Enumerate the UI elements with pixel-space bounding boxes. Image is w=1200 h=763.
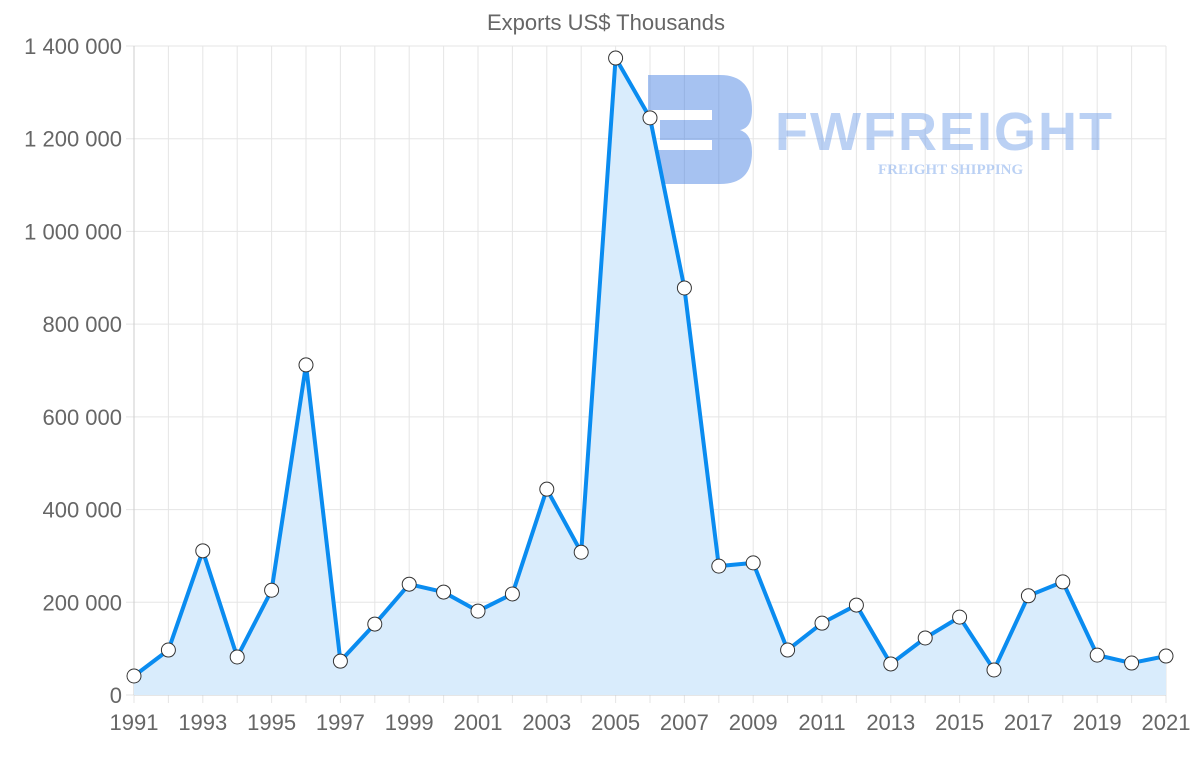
y-tick-label: 1 000 000 xyxy=(24,219,122,244)
data-point-2009[interactable] xyxy=(745,555,761,571)
data-point-2012[interactable] xyxy=(848,597,864,613)
x-tick-label: 1991 xyxy=(110,710,159,735)
data-point-2003[interactable] xyxy=(539,481,555,497)
x-tick-label: 1993 xyxy=(178,710,227,735)
data-point-2002[interactable] xyxy=(504,586,520,602)
data-point-2017[interactable] xyxy=(1020,588,1036,604)
data-point-2006[interactable] xyxy=(642,110,658,126)
data-point-2019[interactable] xyxy=(1089,647,1105,663)
x-tick-label: 1999 xyxy=(385,710,434,735)
data-point-2007[interactable] xyxy=(676,280,692,296)
x-tick-label: 1995 xyxy=(247,710,296,735)
x-tick-label: 2015 xyxy=(935,710,984,735)
data-point-2011[interactable] xyxy=(814,615,830,631)
data-point-2014[interactable] xyxy=(917,630,933,646)
data-point-2001[interactable] xyxy=(470,603,486,619)
data-point-2000[interactable] xyxy=(436,584,452,600)
svg-text:FWFREIGHT: FWFREIGHT xyxy=(775,102,1114,162)
data-point-2021[interactable] xyxy=(1158,648,1174,664)
y-tick-label: 1 200 000 xyxy=(24,127,122,152)
data-point-1991[interactable] xyxy=(126,668,142,684)
data-point-1993[interactable] xyxy=(195,543,211,559)
x-tick-label: 2001 xyxy=(454,710,503,735)
data-point-1998[interactable] xyxy=(367,616,383,632)
data-point-2005[interactable] xyxy=(608,50,624,66)
x-tick-label: 2005 xyxy=(591,710,640,735)
svg-text:FREIGHT SHIPPING: FREIGHT SHIPPING xyxy=(878,162,1023,178)
x-tick-label: 1997 xyxy=(316,710,365,735)
x-tick-label: 2011 xyxy=(798,710,845,735)
data-point-1992[interactable] xyxy=(160,642,176,658)
x-tick-label: 2007 xyxy=(660,710,709,735)
chart-title: Exports US$ Thousands xyxy=(487,10,725,35)
data-point-2020[interactable] xyxy=(1124,655,1140,671)
y-tick-label: 1 400 000 xyxy=(24,34,122,59)
data-point-1994[interactable] xyxy=(229,649,245,665)
y-tick-label: 600 000 xyxy=(42,405,122,430)
data-point-2015[interactable] xyxy=(952,609,968,625)
x-tick-label: 2009 xyxy=(729,710,778,735)
data-point-1995[interactable] xyxy=(264,582,280,598)
data-point-2004[interactable] xyxy=(573,544,589,560)
data-point-2016[interactable] xyxy=(986,662,1002,678)
y-tick-label: 400 000 xyxy=(42,498,122,523)
y-tick-label: 200 000 xyxy=(42,590,122,615)
x-tick-label: 2021 xyxy=(1142,710,1191,735)
data-point-2018[interactable] xyxy=(1055,574,1071,590)
data-point-1999[interactable] xyxy=(401,576,417,592)
area-fill xyxy=(134,58,1166,695)
data-point-2008[interactable] xyxy=(711,558,727,574)
data-point-2010[interactable] xyxy=(780,642,796,658)
x-tick-label: 2019 xyxy=(1073,710,1122,735)
y-tick-label: 0 xyxy=(110,683,122,708)
x-tick-label: 2013 xyxy=(866,710,915,735)
data-point-1997[interactable] xyxy=(332,653,348,669)
y-tick-label: 800 000 xyxy=(42,312,122,337)
data-point-1996[interactable] xyxy=(298,357,314,373)
data-point-2013[interactable] xyxy=(883,656,899,672)
x-tick-label: 2003 xyxy=(522,710,571,735)
x-tick-label: 2017 xyxy=(1004,710,1053,735)
fwfreight-logo-watermark: FWFREIGHT FREIGHT SHIPPING xyxy=(648,75,1114,184)
